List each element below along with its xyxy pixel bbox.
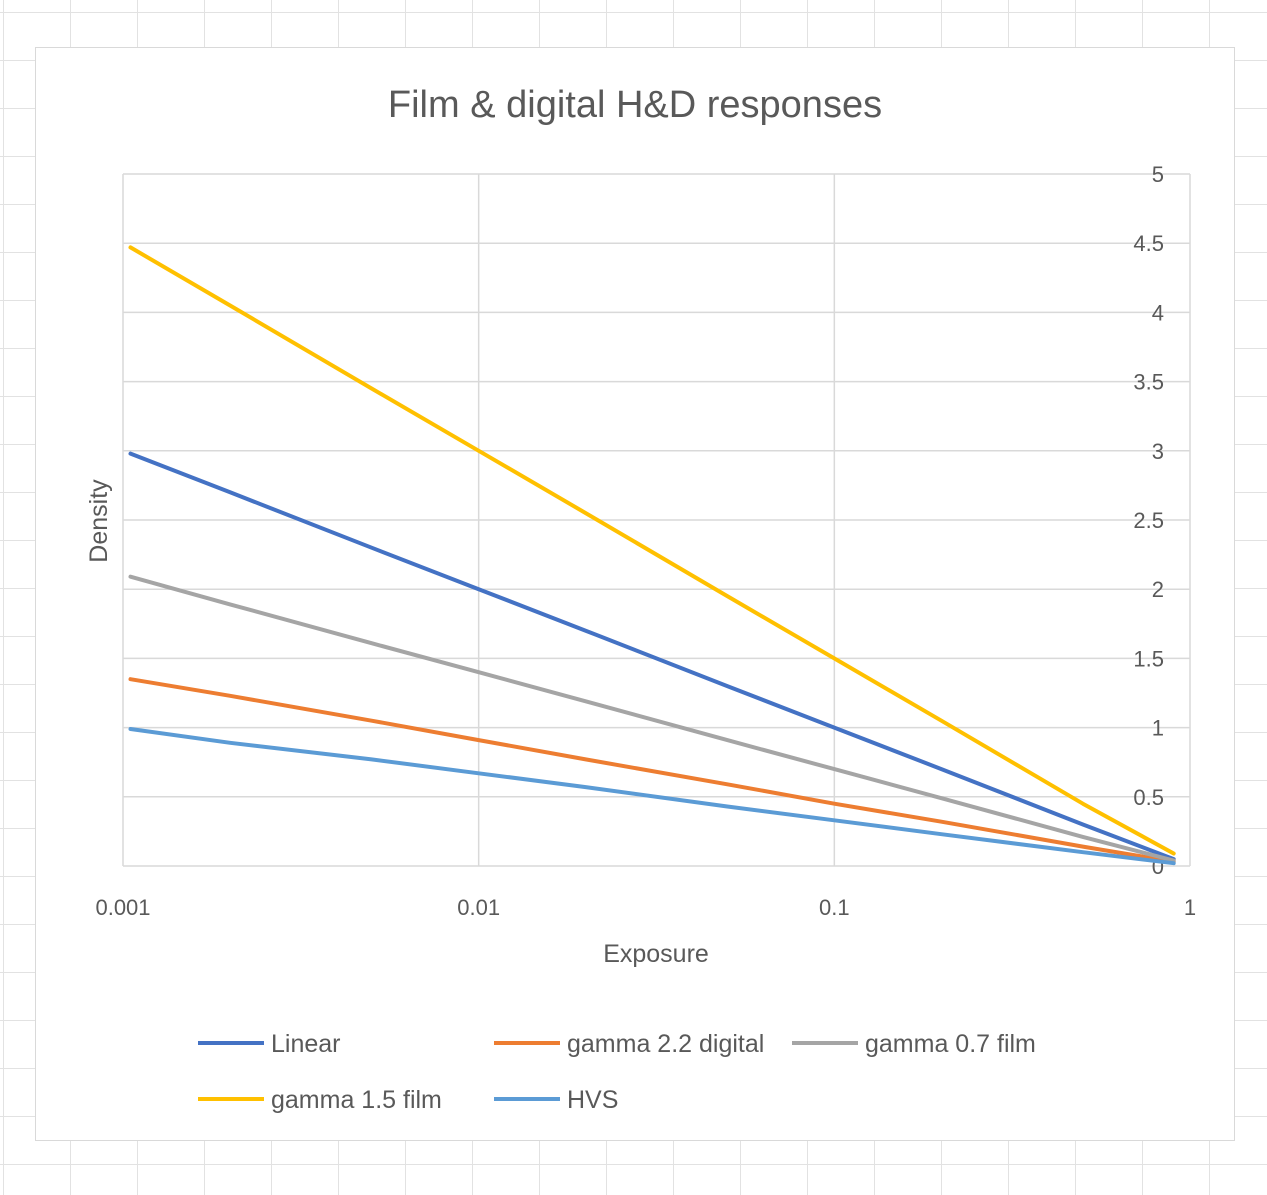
x-axis-tick-labels: 0.001 0.01 0.1 1 [95,895,1196,920]
x-tick-label-1: 0.01 [457,895,500,920]
series-line-0 [128,451,1176,862]
x-tick-label-3: 1 [1184,895,1196,920]
chart-title: Film & digital H&D responses [388,84,882,126]
series-line-3 [128,245,1176,856]
legend-label-3: gamma 1.5 film [271,1086,442,1114]
legend-label-0: Linear [271,1030,341,1058]
legend-label-2: gamma 0.7 film [865,1030,1036,1058]
series-line-2 [128,574,1176,863]
gridlines [122,173,1191,867]
legend: Linear gamma 2.2 digital gamma 0.7 film gam… [198,1030,1036,1114]
y-axis-title: Density [85,479,113,563]
x-tick-label-2: 0.1 [819,895,850,920]
x-tick-label-0: 0.001 [95,895,150,920]
y-tick-label-9: 4.5 [1133,231,1164,256]
y-tick-label-10: 5 [1152,162,1164,187]
y-tick-label-5: 2.5 [1133,508,1164,533]
y-tick-label-4: 2 [1152,577,1164,602]
y-tick-label-2: 1 [1152,716,1164,741]
y-tick-label-6: 3 [1152,439,1164,464]
y-tick-label-7: 3.5 [1133,370,1164,395]
series-line-4 [128,727,1176,866]
series-line-1 [128,677,1176,864]
y-tick-label-3: 1.5 [1133,646,1164,671]
x-axis-title: Exposure [603,940,709,968]
y-tick-label-1: 0.5 [1133,785,1164,810]
chart-area[interactable] [35,47,1235,1141]
y-axis-tick-labels: 00.511.522.533.544.55 [1133,162,1164,879]
legend-label-1: gamma 2.2 digital [567,1030,764,1058]
y-tick-label-8: 4 [1152,300,1164,325]
series-lines [128,245,1176,866]
legend-label-4: HVS [567,1086,618,1114]
